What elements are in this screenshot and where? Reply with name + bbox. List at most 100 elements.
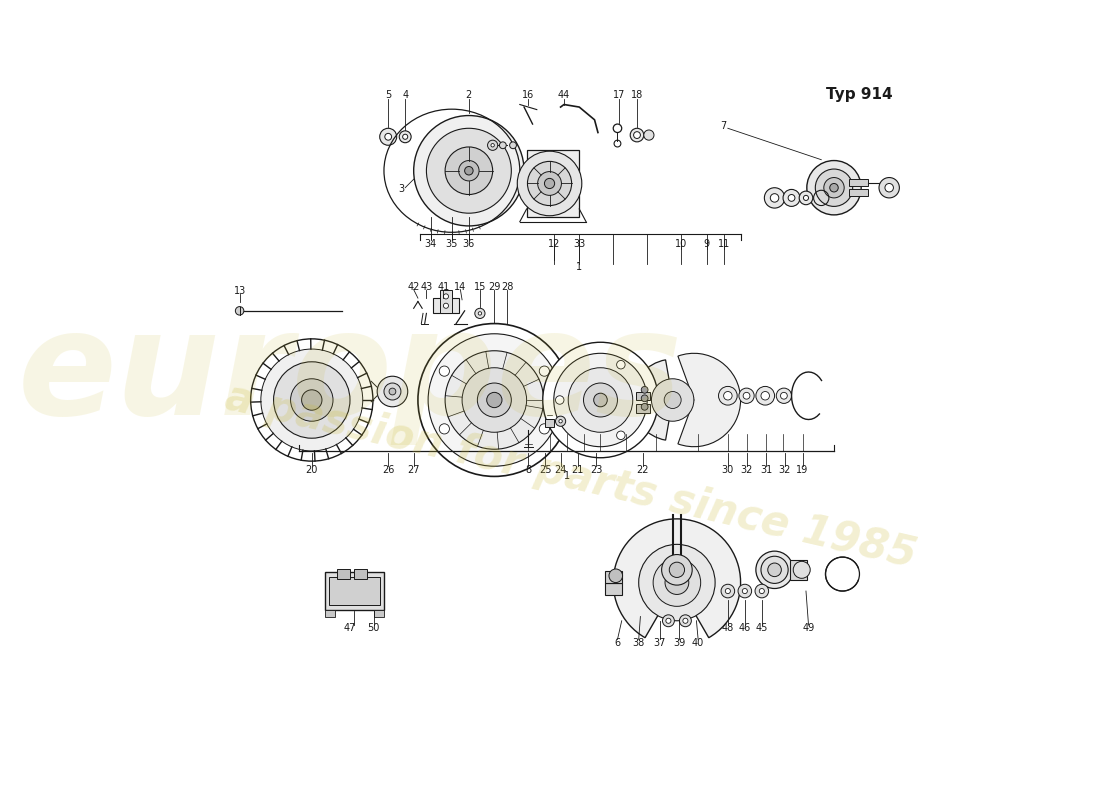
Circle shape [879, 178, 900, 198]
Circle shape [385, 134, 392, 140]
Circle shape [475, 308, 485, 318]
Circle shape [399, 131, 411, 142]
Circle shape [443, 294, 449, 299]
Circle shape [553, 354, 647, 446]
Text: 11: 11 [717, 238, 729, 249]
Text: 3: 3 [398, 185, 405, 194]
Circle shape [662, 615, 674, 626]
Circle shape [499, 142, 506, 149]
Circle shape [538, 171, 561, 195]
Circle shape [446, 350, 543, 450]
Polygon shape [527, 150, 580, 218]
Circle shape [487, 140, 497, 150]
Circle shape [718, 386, 737, 405]
Text: 4: 4 [403, 90, 408, 100]
Text: 15: 15 [474, 282, 486, 292]
Bar [324, 610, 334, 617]
Circle shape [725, 589, 730, 594]
Circle shape [235, 306, 244, 315]
Text: 29: 29 [488, 282, 501, 292]
Bar [324, 572, 384, 610]
Circle shape [806, 161, 861, 215]
Text: 35: 35 [446, 238, 458, 249]
Circle shape [477, 383, 512, 417]
Text: 43: 43 [420, 282, 432, 292]
Circle shape [464, 166, 473, 175]
Circle shape [569, 368, 632, 432]
Circle shape [542, 342, 658, 458]
Bar [636, 404, 650, 413]
Wedge shape [678, 354, 740, 446]
Text: 16: 16 [522, 90, 535, 100]
Text: 22: 22 [637, 465, 649, 474]
Bar [605, 570, 621, 582]
Circle shape [824, 178, 844, 198]
Text: 5: 5 [385, 90, 392, 100]
Bar [329, 578, 379, 605]
Text: 32: 32 [740, 465, 752, 474]
Circle shape [528, 162, 572, 206]
Text: 50: 50 [367, 623, 380, 634]
Circle shape [290, 378, 333, 422]
Circle shape [738, 584, 751, 598]
Circle shape [722, 584, 735, 598]
Text: 18: 18 [631, 90, 644, 100]
Bar [503, 334, 512, 341]
Text: 1: 1 [563, 471, 570, 482]
Bar [605, 583, 621, 595]
Circle shape [680, 615, 691, 626]
Circle shape [556, 396, 564, 404]
Circle shape [739, 388, 755, 403]
Circle shape [539, 366, 549, 376]
Circle shape [666, 618, 671, 623]
Bar [338, 569, 350, 579]
Bar [849, 190, 868, 196]
Text: a passion for parts since 1985: a passion for parts since 1985 [221, 376, 921, 577]
Text: 31: 31 [760, 465, 772, 474]
Text: 6: 6 [615, 638, 620, 648]
Wedge shape [631, 360, 673, 440]
Text: 44: 44 [558, 90, 570, 100]
Bar [354, 569, 367, 579]
Text: 2: 2 [465, 90, 472, 100]
Text: 46: 46 [739, 623, 751, 634]
Circle shape [403, 134, 408, 139]
Text: 20: 20 [306, 465, 318, 474]
Circle shape [443, 303, 449, 308]
Circle shape [556, 416, 565, 426]
Text: europes: europes [18, 304, 683, 445]
Text: 39: 39 [673, 638, 685, 648]
Circle shape [439, 366, 450, 376]
Text: 34: 34 [425, 238, 437, 249]
Text: 26: 26 [382, 465, 395, 474]
Circle shape [664, 391, 681, 409]
Circle shape [800, 191, 813, 205]
Text: 12: 12 [548, 238, 560, 249]
Text: 19: 19 [796, 465, 808, 474]
Circle shape [781, 392, 788, 399]
Text: 7: 7 [720, 121, 727, 130]
Circle shape [544, 178, 554, 189]
Circle shape [459, 161, 480, 181]
Circle shape [669, 562, 684, 578]
Wedge shape [613, 519, 740, 638]
Text: 47: 47 [344, 623, 356, 634]
Circle shape [559, 419, 562, 423]
Text: 40: 40 [692, 638, 704, 648]
Bar [636, 391, 650, 400]
Circle shape [594, 394, 607, 406]
Circle shape [486, 392, 502, 408]
Text: 36: 36 [463, 238, 475, 249]
Circle shape [653, 558, 701, 606]
Text: 25: 25 [539, 465, 551, 474]
Bar [849, 179, 868, 186]
Circle shape [756, 551, 793, 589]
Circle shape [301, 390, 322, 410]
Circle shape [251, 339, 373, 461]
Circle shape [756, 386, 774, 405]
Circle shape [783, 190, 800, 206]
Text: 17: 17 [613, 90, 626, 100]
Circle shape [793, 562, 811, 578]
Text: 13: 13 [233, 286, 245, 296]
Bar [790, 560, 806, 580]
